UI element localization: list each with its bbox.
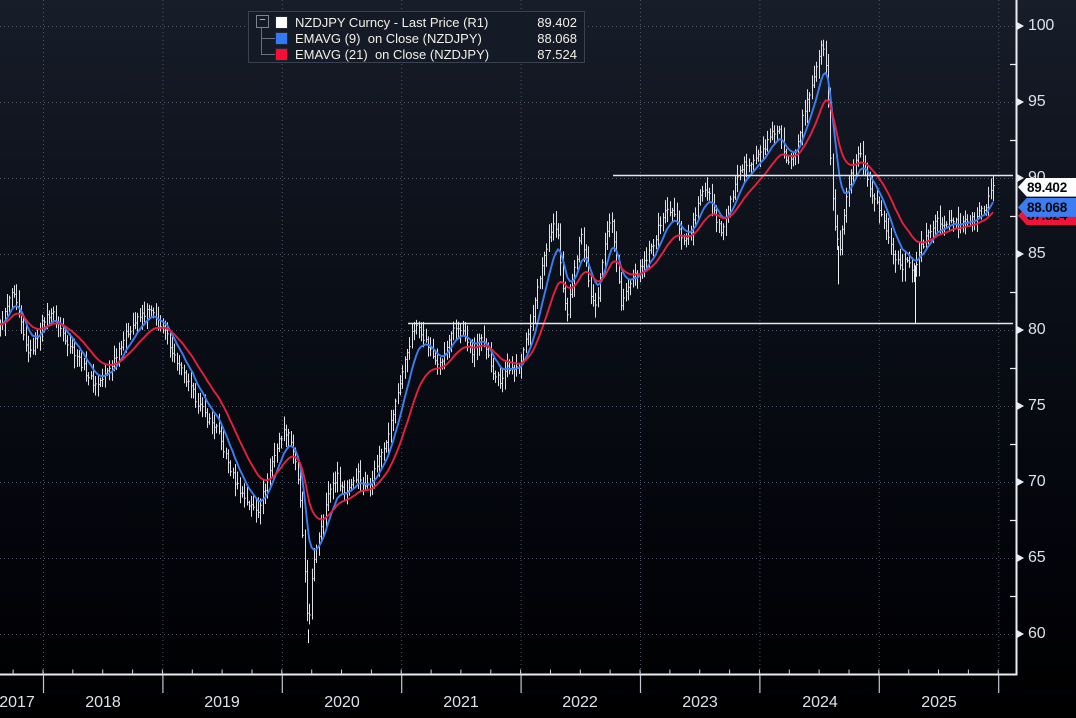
legend-tree-connector [261, 26, 275, 55]
x-axis-year-label: 2019 [204, 694, 240, 711]
y-axis-label: 80 [1028, 321, 1046, 338]
legend-swatch-white [275, 15, 288, 29]
y-axis-label: 95 [1028, 93, 1046, 110]
y-axis-tick-arrow-icon [1017, 630, 1024, 638]
y-axis-tick-arrow-icon [1017, 554, 1024, 562]
x-axis-quarter-ticks [12, 669, 999, 674]
x-axis-year-label: 2022 [562, 694, 598, 711]
ema9-line [0, 71, 994, 551]
trendline-annotations[interactable] [408, 174, 1013, 325]
legend-row-emavg9[interactable]: EMAVG (9) on Close (NZDJPY) 88.068 [249, 30, 584, 46]
y-axis-tick-arrow-icon [1017, 174, 1024, 182]
price-spike-wicks [308, 246, 916, 644]
ema21-line [0, 99, 994, 521]
legend-label: NZDJPY Curncy - Last Price (R1) [295, 14, 489, 30]
legend-row-last-price[interactable]: NZDJPY Curncy - Last Price (R1) 89.402 [249, 14, 584, 30]
x-axis-year-label: 2024 [802, 694, 838, 711]
y-axis-tick-arrow-icon [1017, 250, 1024, 258]
y-axis-minor-ticks [1010, 63, 1016, 598]
x-axis-year-label: 2025 [921, 694, 957, 711]
x-axis-year-label: 2020 [324, 694, 360, 711]
y-axis-label: 85 [1028, 245, 1046, 262]
legend-value: 87.524 [537, 46, 577, 62]
axes [0, 0, 1018, 693]
y-axis-label: 70 [1028, 473, 1046, 490]
nzdjpy-bar-series [0, 39, 995, 625]
y-axis-tick-arrow-icon [1017, 478, 1024, 486]
y-axis-label: 65 [1028, 549, 1046, 566]
legend-collapse-toggle[interactable]: − [256, 15, 269, 28]
x-axis-year-label: 2017 [0, 694, 35, 711]
x-axis-year-separators [42, 675, 1000, 693]
legend-label: EMAVG (9) on Close (NZDJPY) [295, 30, 482, 46]
y-axis-label: 60 [1028, 625, 1046, 642]
legend-swatch-red [275, 47, 288, 61]
gridlines [0, 0, 1014, 674]
x-axis-year-label: 2021 [443, 694, 479, 711]
legend-value: 89.402 [537, 14, 577, 30]
x-axis-year-label: 2018 [85, 694, 121, 711]
y-axis-tick-arrow-icon [1017, 326, 1024, 334]
y-axis-label: 75 [1028, 397, 1046, 414]
y-axis-tick-arrow-icon [1017, 98, 1024, 106]
x-axis-year-label: 2023 [682, 694, 718, 711]
legend-value: 88.068 [537, 30, 577, 46]
y-axis-label: 100 [1028, 17, 1055, 34]
legend-label: EMAVG (21) on Close (NZDJPY) [295, 46, 490, 62]
legend-row-emavg21[interactable]: EMAVG (21) on Close (NZDJPY) 87.524 [249, 46, 584, 62]
ema9-price-flag: 88.068 [1018, 197, 1076, 217]
y-axis-tick-arrow-icon [1017, 22, 1024, 30]
legend: − NZDJPY Curncy - Last Price (R1) 89.402… [248, 11, 585, 63]
last-price-flag: 89.402 [1018, 177, 1076, 197]
y-axis-tick-arrow-icon [1017, 402, 1024, 410]
legend-swatch-blue [275, 31, 288, 45]
